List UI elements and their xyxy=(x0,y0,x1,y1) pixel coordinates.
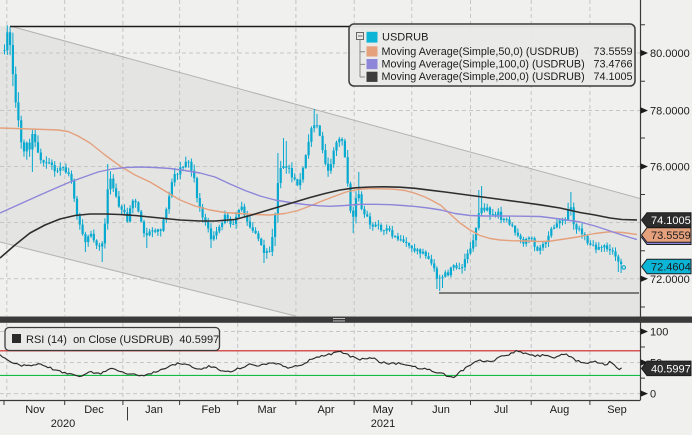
svg-text:72.4604: 72.4604 xyxy=(651,262,691,274)
svg-text:Moving Average(Simple,200,0) (: Moving Average(Simple,200,0) (USDRUB) xyxy=(382,71,585,83)
svg-text:76.0000: 76.0000 xyxy=(650,162,690,174)
svg-text:40.5997: 40.5997 xyxy=(651,363,691,375)
svg-text:78.0000: 78.0000 xyxy=(650,106,690,118)
svg-text:Dec: Dec xyxy=(84,404,104,416)
svg-text:Sep: Sep xyxy=(607,404,627,416)
svg-text:Jul: Jul xyxy=(494,404,508,416)
svg-text:80.0000: 80.0000 xyxy=(650,48,690,60)
svg-text:Feb: Feb xyxy=(202,404,221,416)
svg-text:100: 100 xyxy=(650,327,668,339)
svg-text:74.1005: 74.1005 xyxy=(651,215,691,227)
svg-text:Nov: Nov xyxy=(25,404,45,416)
svg-text:73.5559: 73.5559 xyxy=(651,230,691,242)
svg-text:Apr: Apr xyxy=(317,404,334,416)
svg-text:73.5559: 73.5559 xyxy=(593,46,632,58)
svg-text:Jan: Jan xyxy=(145,404,163,416)
svg-text:RSI (14) on Close (USDRUB) 4: RSI (14) on Close (USDRUB) 40.5997 xyxy=(26,334,219,346)
svg-text:USDRUB: USDRUB xyxy=(382,32,428,44)
svg-text:74.1005: 74.1005 xyxy=(593,71,632,83)
svg-text:Aug: Aug xyxy=(550,404,570,416)
svg-text:72.0000: 72.0000 xyxy=(650,274,690,286)
svg-text:Mar: Mar xyxy=(258,404,277,416)
svg-text:73.4766: 73.4766 xyxy=(593,59,632,71)
svg-text:0: 0 xyxy=(650,389,656,401)
svg-text:Moving Average(Simple,50,0) (U: Moving Average(Simple,50,0) (USDRUB) xyxy=(382,46,579,58)
svg-text:2021: 2021 xyxy=(371,418,395,430)
svg-text:May: May xyxy=(373,404,394,416)
svg-text:2020: 2020 xyxy=(51,418,75,430)
svg-text:Moving Average(Simple,100,0) (: Moving Average(Simple,100,0) (USDRUB) xyxy=(382,59,585,71)
svg-text:Jun: Jun xyxy=(432,404,450,416)
